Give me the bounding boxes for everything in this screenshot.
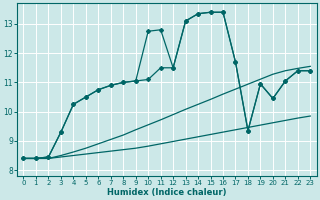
X-axis label: Humidex (Indice chaleur): Humidex (Indice chaleur) [107, 188, 227, 197]
